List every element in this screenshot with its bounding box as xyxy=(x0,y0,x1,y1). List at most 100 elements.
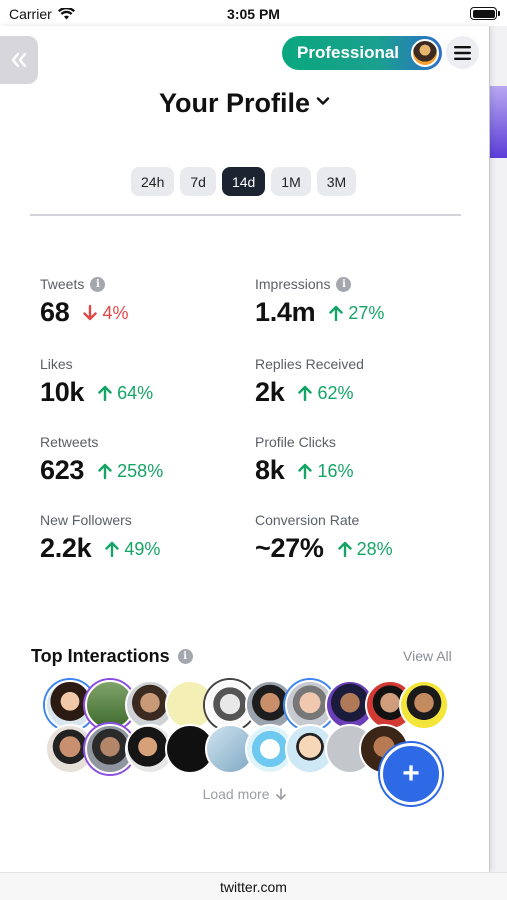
range-14d-button[interactable]: 14d xyxy=(221,167,266,196)
professional-plan-button[interactable]: Professional xyxy=(282,36,442,70)
arrow-up-icon xyxy=(298,385,313,401)
arrow-down-icon xyxy=(276,788,287,800)
stat-change-value: 16% xyxy=(317,460,354,481)
arrow-up-icon xyxy=(98,385,112,401)
load-more-button[interactable]: Load more xyxy=(0,786,489,802)
stat-label: Likes xyxy=(40,356,250,372)
stat-label: Replies Received xyxy=(255,356,465,372)
stat-change: 28% xyxy=(337,538,393,560)
stat-change: 16% xyxy=(298,461,353,482)
arrow-up-icon xyxy=(337,541,352,557)
clock: 3:05 PM xyxy=(227,6,280,22)
stat-value: 623 xyxy=(40,455,85,485)
stat-label: Profile Clicks xyxy=(255,434,465,450)
stat-conversion-rate: Conversion Rate ~27% 28% xyxy=(255,512,465,564)
carrier-indicator: Carrier xyxy=(9,6,75,22)
stat-label-text: Retweets xyxy=(40,434,99,450)
stat-label-text: Profile Clicks xyxy=(255,434,336,450)
stat-change-value: 258% xyxy=(117,460,164,481)
stat-change: 49% xyxy=(105,539,160,560)
arrow-up-icon xyxy=(329,305,344,321)
stat-change: 4% xyxy=(83,303,128,324)
stat-value: 8k xyxy=(255,455,285,485)
stat-likes: Likes 10k 64% xyxy=(40,356,250,408)
stat-change-value: 62% xyxy=(317,382,354,403)
stat-value: 10k xyxy=(40,377,85,407)
stat-values: ~27% 28% xyxy=(255,533,465,564)
background-page-edge xyxy=(489,26,507,872)
stat-tweets: Tweets i 68 4% xyxy=(40,276,250,328)
stat-values: 68 4% xyxy=(40,297,250,328)
stat-profile-clicks: Profile Clicks 8k 16% xyxy=(255,434,465,486)
profile-panel: Professional Your Profile 24h 7d 14d 1M 3M T… xyxy=(0,26,489,872)
stat-label: New Followers xyxy=(40,512,250,528)
plan-label: Professional xyxy=(297,43,400,62)
view-all-link[interactable]: View All xyxy=(403,648,452,664)
stat-replies-received: Replies Received 2k 62% xyxy=(255,356,465,408)
status-bar: Carrier 3:05 PM xyxy=(0,0,507,26)
stat-label: Retweets xyxy=(40,434,250,450)
stat-change: 258% xyxy=(98,461,163,482)
stat-change-value: 28% xyxy=(356,538,393,559)
stat-values: 2k 62% xyxy=(255,377,465,408)
menu-button[interactable] xyxy=(446,36,479,69)
stat-values: 10k 64% xyxy=(40,377,250,408)
top-interactions-header: Top Interactions i xyxy=(31,646,193,667)
add-button[interactable]: + xyxy=(380,743,442,805)
stat-label-text: Likes xyxy=(40,356,73,372)
stat-values: 2.2k 49% xyxy=(40,533,250,564)
stat-value: 2k xyxy=(255,377,285,407)
browser-url-bar[interactable]: twitter.com xyxy=(0,872,507,900)
arrow-down-icon xyxy=(83,305,98,321)
wifi-icon xyxy=(57,8,75,20)
interaction-avatar[interactable] xyxy=(205,724,255,774)
stat-values: 1.4m 27% xyxy=(255,297,465,328)
stat-label: Impressions i xyxy=(255,276,465,292)
stat-change: 62% xyxy=(298,383,353,404)
stat-change-value: 64% xyxy=(117,382,154,403)
time-range-selector: 24h 7d 14d 1M 3M xyxy=(131,167,357,196)
arrow-up-icon xyxy=(105,541,120,557)
stat-change-value: 27% xyxy=(348,302,385,323)
carrier-label: Carrier xyxy=(9,6,52,22)
stat-label-text: Replies Received xyxy=(255,356,364,372)
arrow-up-icon xyxy=(98,463,112,479)
stat-values: 623 258% xyxy=(40,455,250,486)
stat-label: Tweets i xyxy=(40,276,250,292)
chevron-down-icon xyxy=(316,97,330,105)
double-chevron-left-icon xyxy=(11,53,27,67)
info-icon[interactable]: i xyxy=(336,276,352,292)
range-3m-button[interactable]: 3M xyxy=(316,167,357,196)
info-icon[interactable]: i xyxy=(177,649,193,664)
collapse-panel-button[interactable] xyxy=(0,36,38,84)
section-title: Top Interactions xyxy=(31,646,170,666)
stat-change-value: 49% xyxy=(124,538,161,559)
info-icon[interactable]: i xyxy=(90,276,106,292)
stat-new-followers: New Followers 2.2k 49% xyxy=(40,512,250,564)
stat-value: 68 xyxy=(40,297,70,327)
range-1m-button[interactable]: 1M xyxy=(271,167,311,196)
interaction-avatars xyxy=(43,680,463,780)
stat-label-text: New Followers xyxy=(40,512,132,528)
stat-label: Conversion Rate xyxy=(255,512,465,528)
stat-change-value: 4% xyxy=(102,302,129,323)
range-7d-button[interactable]: 7d xyxy=(180,167,216,196)
stat-values: 8k 16% xyxy=(255,455,465,486)
hamburger-icon xyxy=(454,45,471,60)
interaction-avatar[interactable] xyxy=(245,680,295,730)
interaction-avatar[interactable] xyxy=(399,680,449,730)
battery-icon xyxy=(470,7,500,20)
arrow-up-icon xyxy=(298,463,313,479)
user-avatar xyxy=(411,39,439,67)
divider xyxy=(30,214,461,216)
page-title: Your Profile xyxy=(158,88,311,118)
stat-label-text: Conversion Rate xyxy=(255,512,360,528)
stat-value: 1.4m xyxy=(255,297,316,327)
stat-label-text: Tweets xyxy=(40,276,85,292)
load-more-label: Load more xyxy=(202,786,270,802)
profile-selector[interactable]: Your Profile xyxy=(0,88,489,119)
range-24h-button[interactable]: 24h xyxy=(131,167,175,196)
stat-change: 27% xyxy=(329,303,384,324)
stat-change: 64% xyxy=(98,383,153,404)
stat-retweets: Retweets 623 258% xyxy=(40,434,250,486)
